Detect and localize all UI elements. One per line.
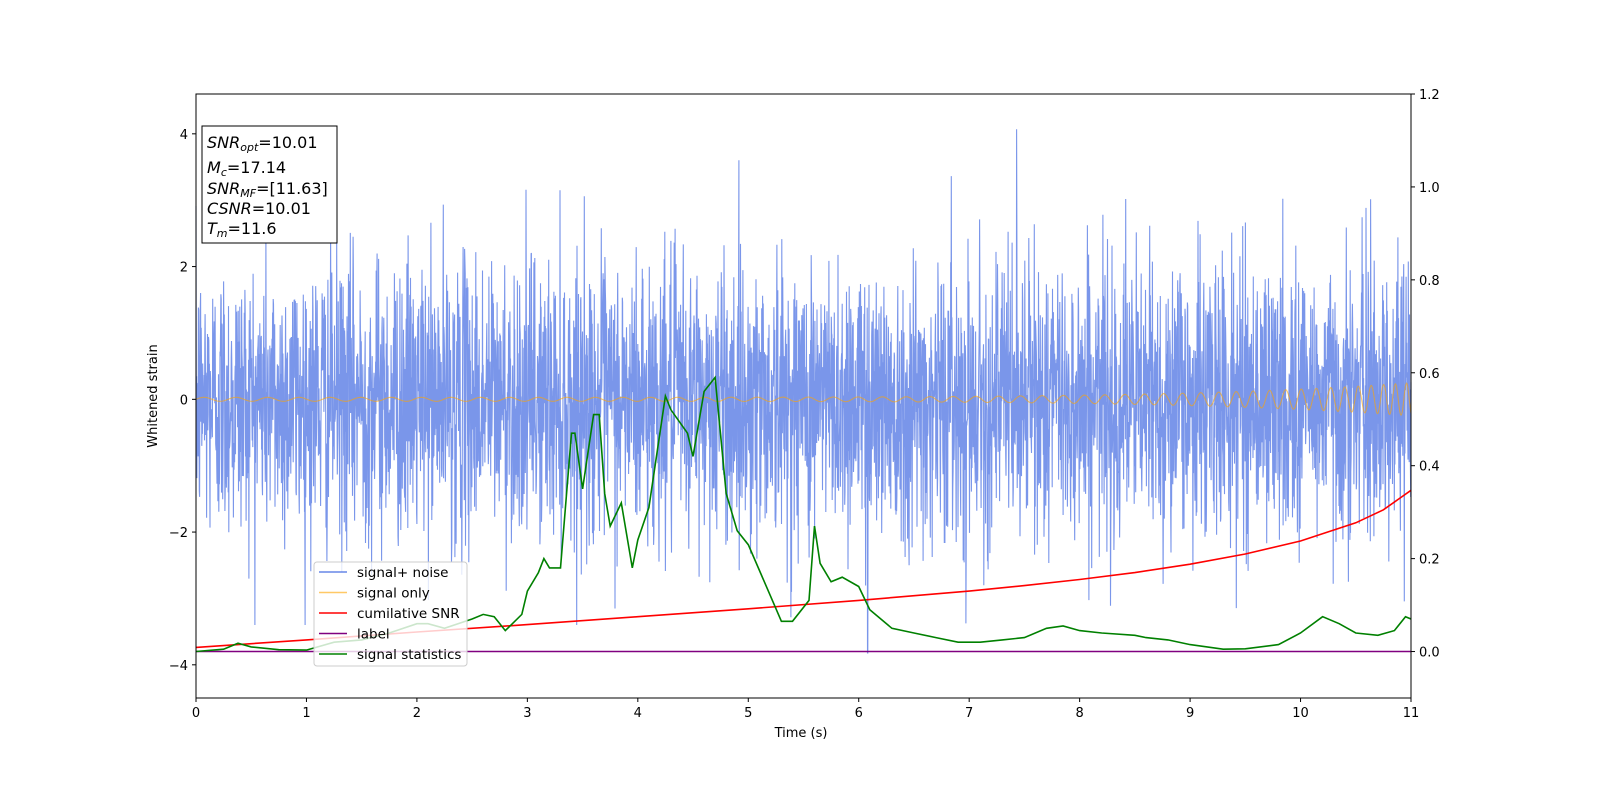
- legend-frame: [313, 561, 468, 667]
- info-snr-mf: SNRMF=[11.63]: [207, 179, 328, 200]
- x-tick-label: 7: [965, 706, 973, 721]
- info-snr-opt: SNRopt=10.01: [207, 133, 318, 154]
- x-tick-label: 10: [1292, 706, 1309, 721]
- series-signal-noise-line: [195, 129, 1412, 654]
- x-tick-label: 3: [523, 706, 531, 721]
- y2-tick-label: 0.6: [1419, 367, 1440, 382]
- y-tick-label: −4: [169, 659, 188, 674]
- x-tick-label: 6: [855, 706, 863, 721]
- x-tick-label: 8: [1075, 706, 1083, 721]
- info-mc: Mc=17.14: [207, 158, 286, 179]
- info-box: SNRopt=10.01 Mc=17.14 SNRMF=[11.63] CSNR…: [201, 125, 338, 244]
- legend-label: label: [357, 627, 390, 643]
- legend-label: signal+ noise: [357, 565, 448, 581]
- y-tick-label: −2: [169, 526, 188, 541]
- legend-label: signal only: [357, 586, 430, 602]
- y-tick-label: 0: [180, 393, 188, 408]
- y2-tick-label: 1.2: [1419, 88, 1440, 103]
- x-axis: 0 1 2 3 4 5 6 7 8 9 10 11: [192, 698, 1419, 721]
- y2-tick-label: 1.0: [1419, 181, 1440, 196]
- info-tm: Tm=11.6: [207, 219, 277, 240]
- series-signal-only-line: [195, 382, 1412, 416]
- y2-tick-label: 0.4: [1419, 460, 1440, 475]
- x-axis-label: Time (s): [774, 726, 828, 741]
- legend-label: cumilative SNR: [357, 606, 460, 622]
- y-axis-label: Whitened strain: [146, 344, 161, 447]
- legend: signal+ noise signal only cumilative SNR la…: [313, 561, 468, 667]
- info-box-frame: [201, 125, 338, 244]
- x-tick-label: 0: [192, 706, 200, 721]
- x-tick-label: 4: [634, 706, 642, 721]
- series-signal-statistics-line: [195, 375, 1412, 653]
- series-cumulative-snr-line: [195, 489, 1412, 649]
- legend-label: signal statistics: [357, 647, 461, 663]
- x-tick-label: 9: [1186, 706, 1194, 721]
- y-axis-right: 0.0 0.2 0.4 0.6 0.8 1.0 1.2: [1411, 88, 1440, 661]
- plot-frame: [195, 93, 1412, 699]
- info-csnr: CSNR=10.01: [207, 199, 311, 218]
- x-tick-label: 1: [302, 706, 310, 721]
- y-axis-left: −4 −2 0 2 4: [169, 128, 196, 674]
- x-tick-label: 2: [413, 706, 421, 721]
- y2-tick-label: 0.0: [1419, 646, 1440, 661]
- y2-tick-label: 0.8: [1419, 274, 1440, 289]
- y-tick-label: 2: [180, 261, 188, 276]
- x-tick-label: 5: [744, 706, 752, 721]
- x-tick-label: 11: [1403, 706, 1420, 721]
- y-tick-label: 4: [180, 128, 188, 143]
- y2-tick-label: 0.2: [1419, 553, 1440, 568]
